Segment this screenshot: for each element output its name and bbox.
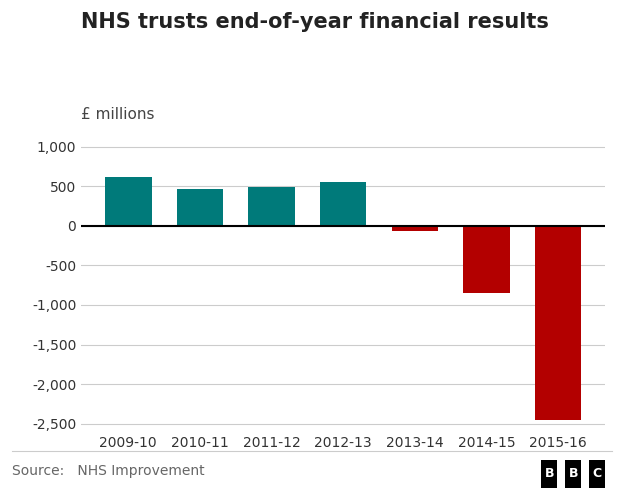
- FancyBboxPatch shape: [541, 460, 557, 488]
- Text: C: C: [593, 467, 602, 480]
- Text: B: B: [568, 467, 578, 480]
- FancyBboxPatch shape: [565, 460, 582, 488]
- Bar: [320, 183, 366, 226]
- Text: Source:   NHS Improvement: Source: NHS Improvement: [12, 464, 205, 478]
- Bar: [177, 188, 223, 226]
- FancyBboxPatch shape: [589, 460, 605, 488]
- Bar: [392, 226, 438, 231]
- Text: B: B: [545, 467, 554, 480]
- Bar: [535, 226, 582, 420]
- Text: NHS trusts end-of-year financial results: NHS trusts end-of-year financial results: [81, 12, 549, 32]
- Bar: [105, 177, 152, 226]
- Bar: [463, 226, 510, 293]
- Bar: [248, 187, 295, 226]
- Text: £ millions: £ millions: [81, 107, 155, 122]
